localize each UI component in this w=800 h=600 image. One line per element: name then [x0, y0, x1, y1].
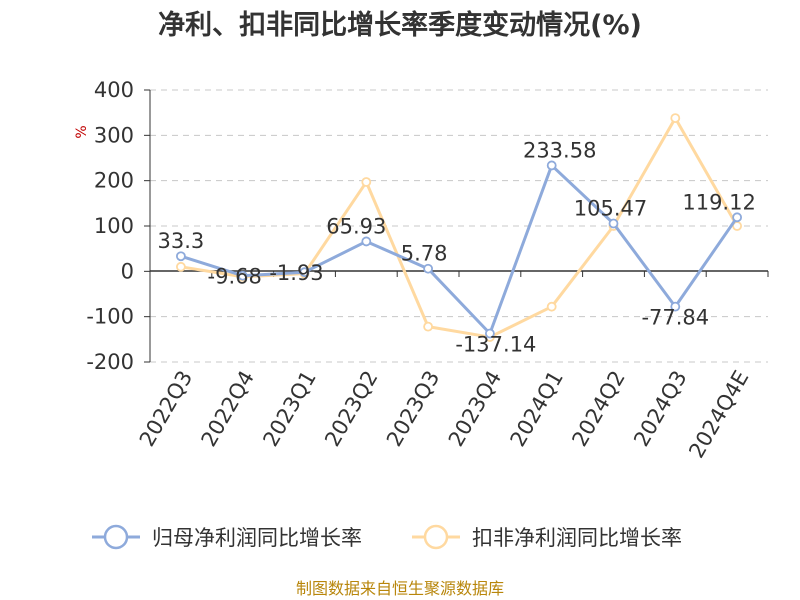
data-label: -137.14 [455, 333, 536, 357]
grid [150, 89, 768, 363]
y-tick-label: 100 [94, 214, 134, 238]
series-2-point [361, 177, 372, 187]
y-axis-unit: % [74, 125, 90, 138]
x-tick-label: 2024Q1 [506, 367, 568, 451]
series-1-point [608, 218, 619, 229]
legend-label-2: 扣非净利润同比增长率 [472, 526, 682, 550]
y-tick-label: -100 [86, 305, 134, 329]
series-2-point [546, 301, 557, 312]
data-label: 119.12 [682, 190, 755, 214]
data-label: -1.93 [269, 261, 323, 285]
source-note: 制图数据来自恒生聚源数据库 [296, 579, 504, 598]
y-tick-label: 300 [94, 123, 134, 147]
y-tick-label: -200 [86, 350, 134, 374]
series-1-point [546, 160, 557, 171]
x-tick-label: 2023Q3 [382, 366, 444, 450]
series-2-point [423, 321, 434, 332]
x-tick-label: 2023Q1 [258, 367, 320, 451]
x-tick-label: 2023Q4 [444, 367, 506, 451]
series-line-2 [180, 116, 739, 339]
data-label: 233.58 [523, 138, 596, 162]
series-line-1 [180, 163, 739, 336]
legend-label-1: 归母净利润同比增长率 [152, 526, 362, 550]
legend: 归母净利润同比增长率 扣非净利润同比增长率 [92, 524, 682, 550]
legend-marker-1 [103, 524, 129, 550]
y-tick-label: 200 [94, 169, 134, 193]
data-label: -77.84 [641, 306, 709, 330]
series-1-point [361, 236, 372, 247]
series-1-point [484, 328, 495, 339]
y-tick-label: 0 [121, 259, 134, 283]
series-1-point [423, 263, 434, 274]
y-tick-label: 400 [94, 78, 134, 102]
series-2-point [670, 113, 681, 124]
x-tick-label: 2023Q2 [320, 367, 382, 451]
series-1-point [237, 270, 248, 281]
data-label: 65.93 [326, 214, 386, 238]
x-tick-label: 2024Q3 [629, 367, 691, 451]
chart-title: 净利、扣非同比增长率季度变动情况(%) [158, 9, 642, 41]
series [175, 113, 742, 342]
series-1-point [175, 251, 186, 262]
series-1-point [732, 212, 742, 223]
x-tick-label: 2024Q2 [567, 367, 629, 451]
x-tick-label: 2022Q4 [197, 367, 259, 451]
data-label: 5.78 [401, 242, 448, 266]
series-1-point [299, 267, 310, 278]
data-label: 33.3 [158, 229, 205, 253]
legend-marker-2 [423, 524, 449, 550]
data-label: 105.47 [574, 197, 647, 221]
series-1-point [670, 301, 681, 312]
series-2-point [175, 261, 186, 272]
x-tick-label: 2022Q3 [135, 367, 197, 451]
data-label: -9.68 [208, 265, 262, 289]
x-tick-label: 2024Q4E [684, 367, 753, 463]
